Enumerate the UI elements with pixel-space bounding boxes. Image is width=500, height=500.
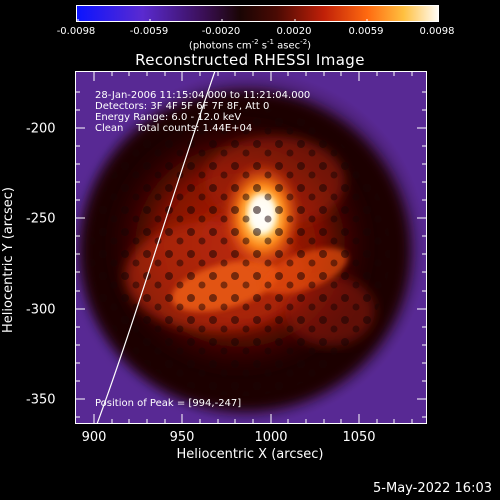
x-axis-label: Heliocentric X (arcsec) [176, 447, 324, 462]
colorbar-tick-label: -0.0020 [201, 26, 241, 37]
x-tick-label: 950 [169, 430, 195, 445]
solar-limb-line [96, 71, 216, 424]
y-axis-label: Heliocentric Y (arcsec) [1, 187, 16, 333]
x-tick-label: 900 [81, 430, 107, 445]
x-tick-label: 1050 [342, 430, 376, 445]
annotation-energy-range: Energy Range: 6.0 - 12.0 keV [95, 112, 242, 123]
colorbar-tick-label: 0.0098 [419, 26, 455, 37]
colorbar [76, 5, 439, 22]
x-tick-label: 1000 [254, 430, 288, 445]
rhessi-image [75, 71, 427, 424]
y-tick-label: -200 [26, 121, 56, 137]
colorbar-tick-label: 0.0020 [276, 26, 312, 37]
colorbar-tick-label: -0.0059 [129, 26, 169, 37]
annotation-total-counts: Clean Total counts: 1.44E+04 [95, 123, 253, 134]
y-major-ticks [75, 127, 427, 400]
y-minor-ticks [75, 91, 427, 418]
annotation-time-range: 28-Jan-2006 11:15:04.000 to 11:21:04.000 [95, 90, 311, 101]
colorbar-tick-label: -0.0098 [56, 26, 96, 37]
colorbar-tick-label: 0.0059 [348, 26, 384, 37]
x-major-ticks [93, 71, 360, 424]
annotation-detectors: Detectors: 3F 4F 5F 6F 7F 8F, Att 0 [95, 101, 270, 112]
y-tick-label: -250 [26, 211, 56, 227]
y-tick-label: -350 [26, 392, 56, 408]
x-minor-ticks [111, 71, 413, 424]
y-tick-label: -300 [26, 302, 56, 318]
plot-frame [75, 71, 427, 424]
colorbar-units: (photons cm-2 s-1 asec-2) [188, 38, 312, 52]
colorbar-ticks [77, 19, 368, 21]
image-title: Reconstructed RHESSI Image [135, 51, 365, 69]
annotation-peak-position: Position of Peak = [994,-247] [95, 398, 242, 409]
footer-timestamp: 5-May-2022 16:03 [373, 481, 492, 496]
